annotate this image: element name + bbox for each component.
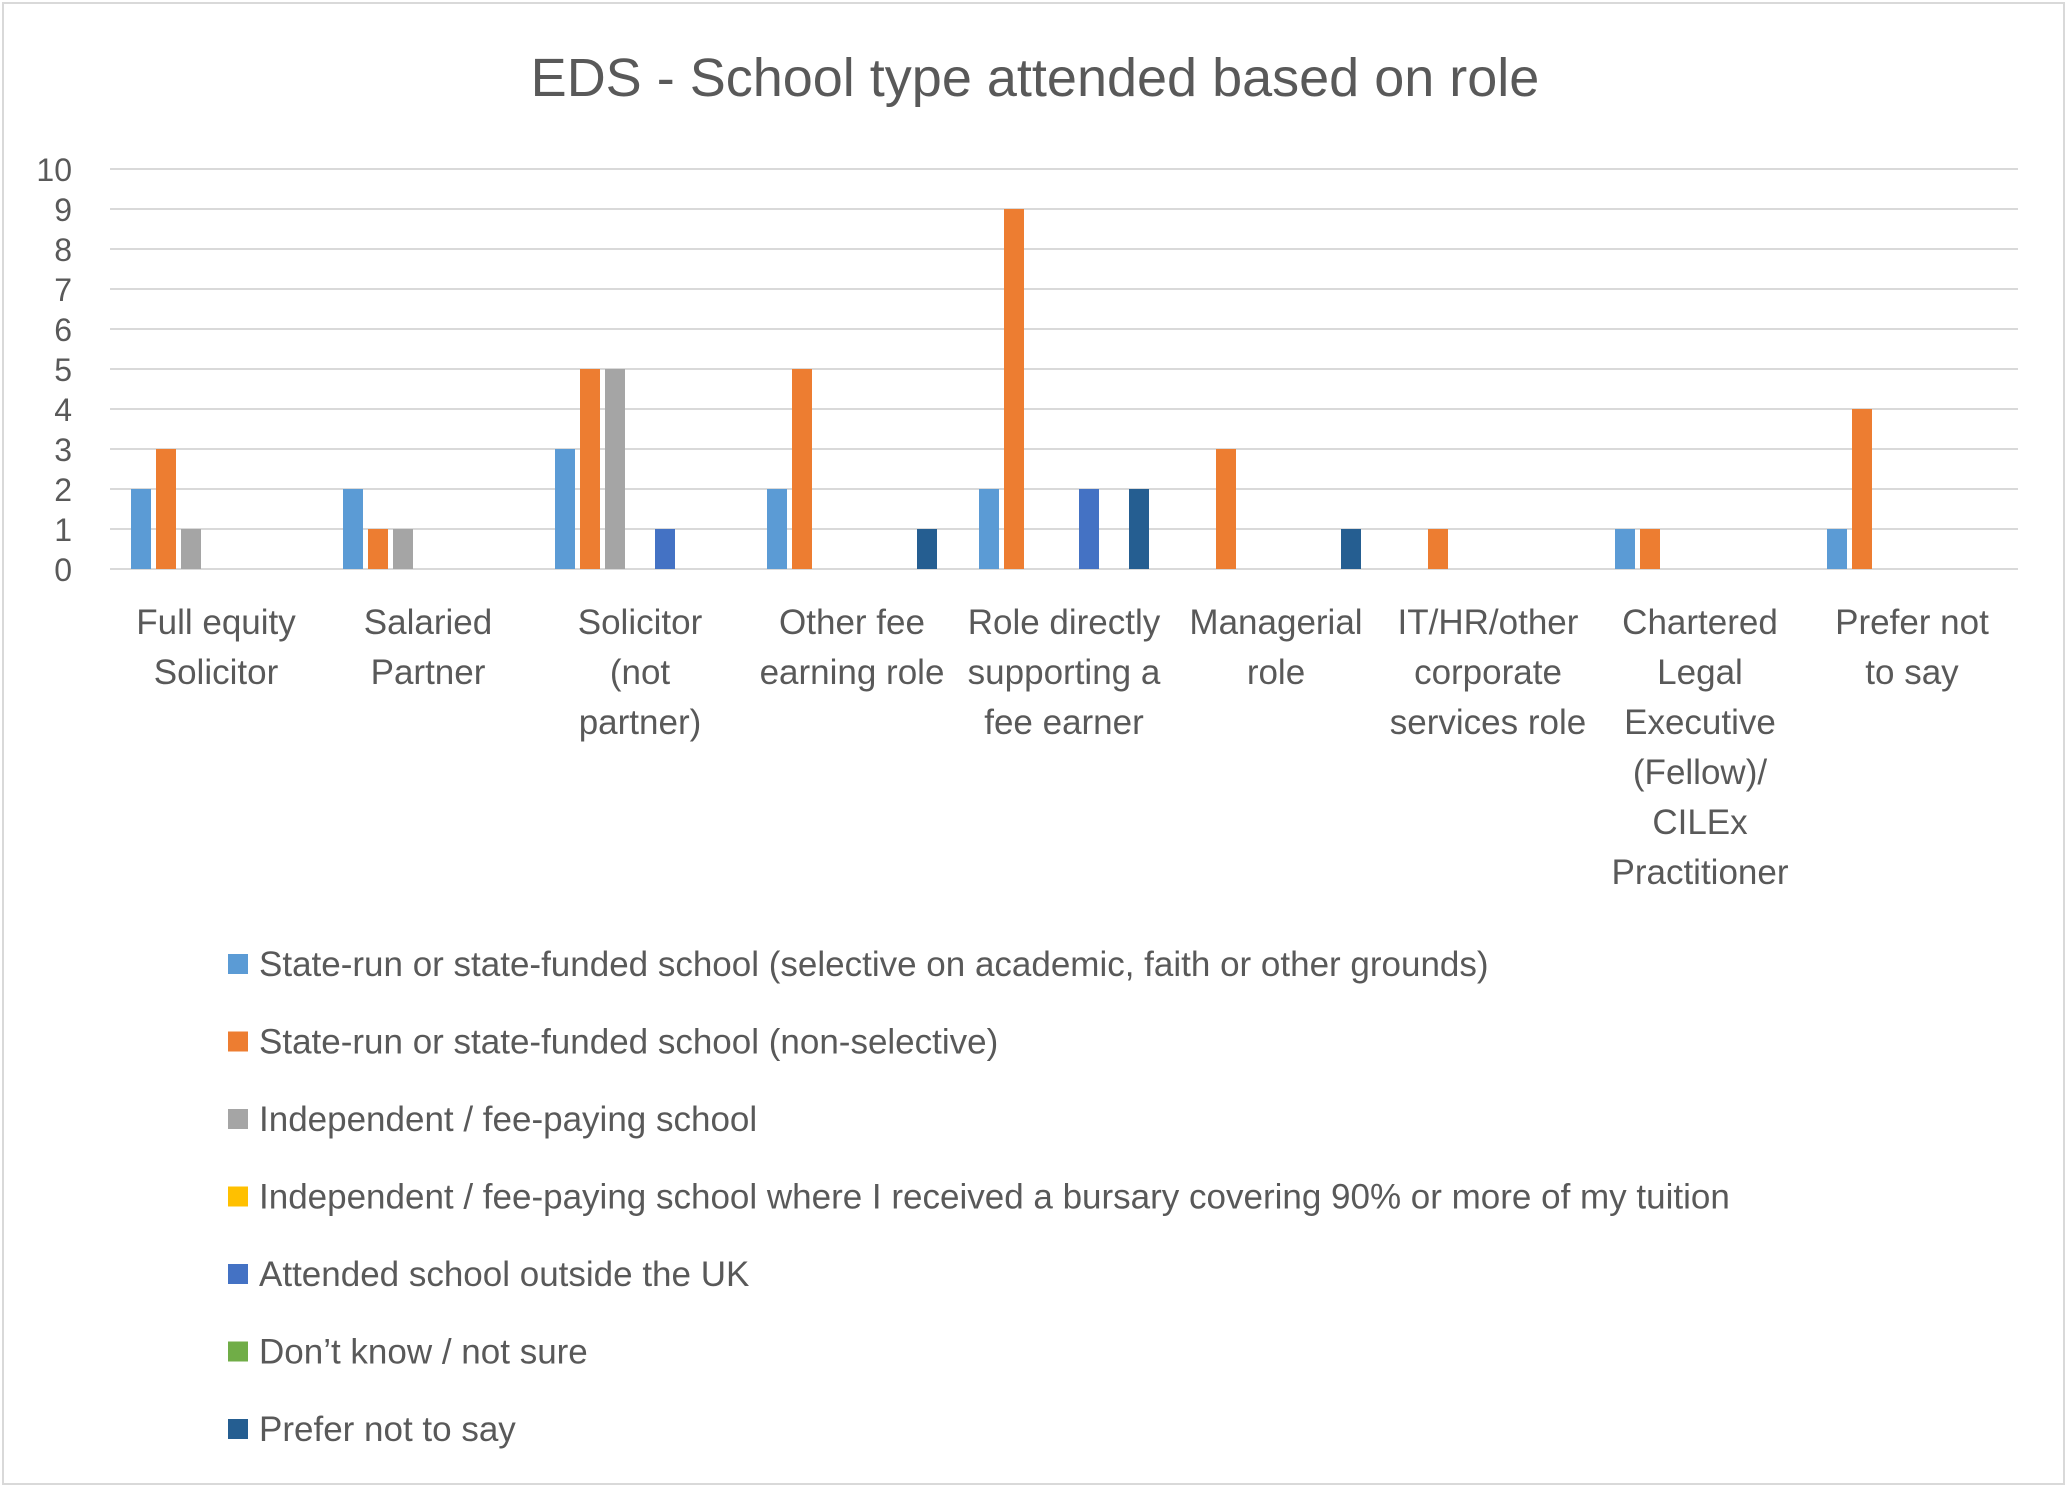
x-category-label: Chartered xyxy=(1622,603,1778,642)
x-category-label: Executive xyxy=(1624,703,1776,742)
bar xyxy=(1216,449,1236,569)
legend-item: Independent / fee-paying school where I … xyxy=(228,1178,1730,1217)
legend-item: Independent / fee-paying school xyxy=(228,1100,757,1139)
bar xyxy=(393,529,413,569)
legend-label: Prefer not to say xyxy=(259,1410,516,1449)
legend-swatch xyxy=(228,1109,248,1129)
bar xyxy=(1640,529,1660,569)
bar xyxy=(605,369,625,569)
legend-swatch xyxy=(228,1264,248,1284)
legend-label: Independent / fee-paying school xyxy=(259,1100,757,1139)
bar xyxy=(555,449,575,569)
x-axis-labels: Full equity Solicitor Salaried Partner Solic… xyxy=(136,603,1989,892)
x-category-label: to say xyxy=(1865,653,1959,692)
x-category-label: Managerial xyxy=(1189,603,1362,642)
legend-swatch xyxy=(228,1419,248,1439)
bar xyxy=(1129,489,1149,569)
legend-label: Attended school outside the UK xyxy=(259,1255,749,1294)
y-axis-ticks: 0 1 2 3 4 5 6 7 8 9 10 xyxy=(36,152,72,588)
x-category-label: partner) xyxy=(579,703,702,742)
x-category-label: Practitioner xyxy=(1611,853,1788,892)
legend-item: Prefer not to say xyxy=(228,1410,516,1449)
y-tick-label: 3 xyxy=(54,432,72,468)
y-tick-label: 0 xyxy=(54,552,72,588)
bar xyxy=(1079,489,1099,569)
y-tick-label: 5 xyxy=(54,352,72,388)
bar xyxy=(655,529,675,569)
bar xyxy=(156,449,176,569)
y-tick-label: 10 xyxy=(36,152,72,188)
bar xyxy=(1004,209,1024,569)
legend-item: State-run or state-funded school (select… xyxy=(228,945,1489,984)
x-category-label: (not xyxy=(610,653,671,692)
x-category-label: (Fellow)/ xyxy=(1633,753,1767,792)
legend-label: Independent / fee-paying school where I … xyxy=(259,1178,1730,1217)
chart-title: EDS - School type attended based on role xyxy=(531,48,1540,108)
bar xyxy=(1428,529,1448,569)
x-category-label: Partner xyxy=(371,653,486,692)
x-category-label: Full equity xyxy=(136,603,296,642)
x-category-label: IT/HR/other xyxy=(1398,603,1579,642)
bar xyxy=(767,489,787,569)
gridlines xyxy=(110,168,2018,570)
x-category-label: role xyxy=(1247,653,1305,692)
legend-item: Don’t know / not sure xyxy=(228,1333,588,1372)
bars xyxy=(131,209,1872,569)
bar xyxy=(181,529,201,569)
legend-item: Attended school outside the UK xyxy=(228,1255,749,1294)
x-category-label: Prefer not xyxy=(1835,603,1989,642)
y-tick-label: 4 xyxy=(54,392,72,428)
x-category-label: corporate xyxy=(1414,653,1562,692)
bar xyxy=(1341,529,1361,569)
bar xyxy=(1827,529,1847,569)
y-tick-label: 8 xyxy=(54,232,72,268)
legend-swatch xyxy=(228,1341,248,1362)
y-tick-label: 6 xyxy=(54,312,72,348)
bar xyxy=(580,369,600,569)
bar xyxy=(1615,529,1635,569)
bar xyxy=(343,489,363,569)
legend-swatch xyxy=(228,1031,248,1052)
bar xyxy=(979,489,999,569)
legend-label: Don’t know / not sure xyxy=(259,1333,588,1372)
legend-swatch xyxy=(228,1186,248,1207)
legend-swatch xyxy=(228,954,248,974)
legend-label: State-run or state-funded school (non-se… xyxy=(259,1023,998,1062)
bar xyxy=(917,529,937,569)
legend: State-run or state-funded school (select… xyxy=(228,945,1730,1449)
x-category-label: CILEx xyxy=(1652,803,1748,842)
x-category-label: Other fee xyxy=(779,603,925,642)
x-category-label: fee earner xyxy=(984,703,1144,742)
y-tick-label: 7 xyxy=(54,272,72,308)
legend-item: State-run or state-funded school (non-se… xyxy=(228,1023,998,1062)
x-category-label: Solicitor xyxy=(578,603,703,642)
bar xyxy=(368,529,388,569)
bar xyxy=(792,369,812,569)
x-category-label: services role xyxy=(1390,703,1586,742)
x-category-label: Legal xyxy=(1657,653,1743,692)
x-category-label: Solicitor xyxy=(154,653,279,692)
x-category-label: Salaried xyxy=(364,603,492,642)
x-category-label: supporting a xyxy=(968,653,1161,692)
bar xyxy=(1852,409,1872,569)
y-tick-label: 1 xyxy=(54,512,72,548)
y-tick-label: 9 xyxy=(54,192,72,228)
x-category-label: Role directly xyxy=(968,603,1161,642)
x-category-label: earning role xyxy=(760,653,945,692)
y-tick-label: 2 xyxy=(54,472,72,508)
bar xyxy=(131,489,151,569)
legend-label: State-run or state-funded school (select… xyxy=(259,945,1489,984)
